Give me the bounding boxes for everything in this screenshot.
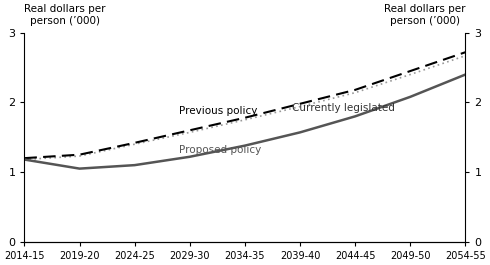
Text: Real dollars per
person (’000): Real dollars per person (’000)	[24, 4, 106, 26]
Text: Real dollars per
person (’000): Real dollars per person (’000)	[384, 4, 466, 26]
Text: Previous policy: Previous policy	[179, 106, 257, 116]
Text: Currently legislated: Currently legislated	[292, 103, 394, 113]
Text: Proposed policy: Proposed policy	[179, 145, 261, 154]
